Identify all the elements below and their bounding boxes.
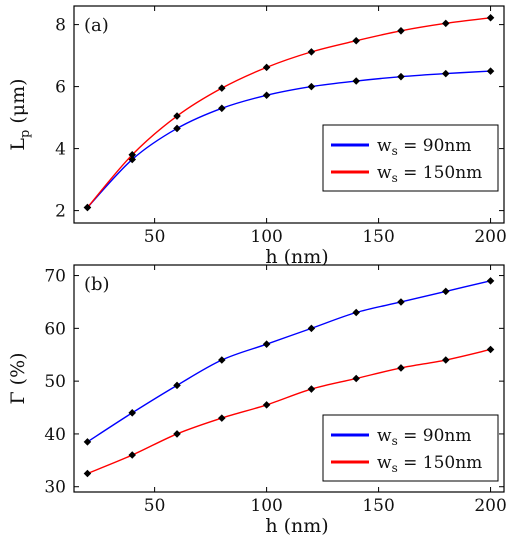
legend-entry-0: ws = 90nm bbox=[377, 136, 472, 158]
data-point bbox=[83, 203, 92, 212]
data-point bbox=[397, 364, 405, 372]
data-point bbox=[442, 69, 450, 78]
y-tick-label: 60 bbox=[44, 319, 66, 339]
y-tick-label: 70 bbox=[44, 267, 66, 287]
plot-frame bbox=[73, 264, 505, 493]
data-point bbox=[486, 277, 495, 285]
legend-box bbox=[322, 124, 499, 192]
y-tick-label: 6 bbox=[55, 78, 66, 98]
data-point bbox=[173, 430, 181, 438]
x-tick-label: 200 bbox=[474, 496, 506, 516]
y-tick-label: 4 bbox=[55, 140, 66, 160]
panel-label: (b) bbox=[84, 274, 110, 295]
y-axis-label-sub: p bbox=[18, 130, 33, 138]
y-axis-label-unit: (μm) bbox=[7, 78, 29, 129]
data-point bbox=[307, 324, 316, 333]
legend-entry-1: ws = 150nm bbox=[377, 163, 482, 185]
legend-entry-main: w bbox=[377, 136, 392, 156]
data-point bbox=[352, 308, 360, 317]
data-point bbox=[397, 72, 405, 81]
data-point bbox=[352, 374, 360, 383]
legend-box bbox=[322, 414, 499, 482]
x-tick-label: 100 bbox=[250, 227, 282, 247]
data-point bbox=[352, 77, 360, 85]
y-tick-label: 50 bbox=[44, 372, 66, 392]
series-line-0 bbox=[87, 280, 491, 443]
legend-entry-main: w bbox=[377, 453, 392, 473]
y-tick-label: 30 bbox=[44, 478, 66, 498]
data-point bbox=[486, 345, 495, 354]
legend-entry-sub: s bbox=[392, 461, 398, 475]
x-tick-label: 150 bbox=[362, 496, 394, 516]
x-tick-label: 100 bbox=[250, 496, 282, 516]
data-point bbox=[128, 409, 136, 417]
data-point bbox=[262, 91, 271, 100]
legend-entry-rest: = 90nm bbox=[398, 426, 472, 446]
y-axis-label-main: L bbox=[7, 138, 29, 151]
data-point bbox=[128, 151, 136, 159]
data-point bbox=[173, 124, 181, 133]
data-point bbox=[397, 27, 405, 35]
legend-entry-sub: s bbox=[392, 144, 398, 158]
series-line-1 bbox=[87, 348, 491, 475]
panel-label: (a) bbox=[84, 15, 109, 36]
data-point bbox=[218, 414, 226, 422]
data-point bbox=[442, 356, 450, 364]
data-point bbox=[173, 381, 181, 390]
data-point bbox=[307, 48, 316, 56]
x-axis-label: h (nm) bbox=[265, 246, 328, 268]
y-axis-label: Γ (%) bbox=[7, 352, 29, 404]
data-point bbox=[486, 14, 495, 22]
legend-entry-sub: s bbox=[392, 434, 398, 448]
y-axis-label: Lp (μm) bbox=[7, 78, 33, 150]
data-point bbox=[352, 36, 360, 45]
data-point bbox=[307, 82, 316, 91]
legend-entry-main: w bbox=[377, 163, 392, 183]
data-point bbox=[173, 112, 181, 120]
data-point bbox=[486, 67, 495, 75]
y-tick-label: 8 bbox=[55, 16, 66, 36]
x-tick-label: 200 bbox=[474, 227, 506, 247]
legend-entry-rest: = 150nm bbox=[398, 163, 483, 183]
plot-frame bbox=[73, 5, 505, 224]
data-point bbox=[128, 451, 136, 459]
x-tick-label: 150 bbox=[362, 227, 394, 247]
data-point bbox=[218, 356, 226, 364]
data-point bbox=[218, 104, 226, 113]
legend-entry-main: w bbox=[377, 426, 392, 446]
x-axis-label: h (nm) bbox=[265, 515, 328, 537]
x-tick-label: 50 bbox=[144, 227, 166, 247]
legend-entry-rest: = 90nm bbox=[398, 136, 472, 156]
series-line-1 bbox=[86, 17, 491, 208]
legend-entry-1: ws = 150nm bbox=[377, 453, 482, 475]
data-point bbox=[397, 298, 405, 306]
data-point bbox=[83, 438, 92, 446]
data-point bbox=[442, 19, 450, 28]
data-point bbox=[262, 340, 271, 348]
data-point bbox=[83, 469, 92, 478]
x-tick-label: 50 bbox=[144, 496, 166, 516]
series-line-0 bbox=[86, 70, 491, 208]
data-point bbox=[442, 287, 450, 296]
legend-entry-0: ws = 90nm bbox=[377, 426, 472, 448]
data-point bbox=[262, 63, 271, 72]
legend-entry-sub: s bbox=[392, 171, 398, 185]
data-point bbox=[307, 385, 316, 393]
y-tick-label: 2 bbox=[55, 202, 66, 222]
legend-entry-rest: = 150nm bbox=[398, 453, 483, 473]
data-point bbox=[218, 84, 226, 92]
y-tick-label: 40 bbox=[44, 425, 66, 445]
data-point bbox=[262, 401, 271, 409]
